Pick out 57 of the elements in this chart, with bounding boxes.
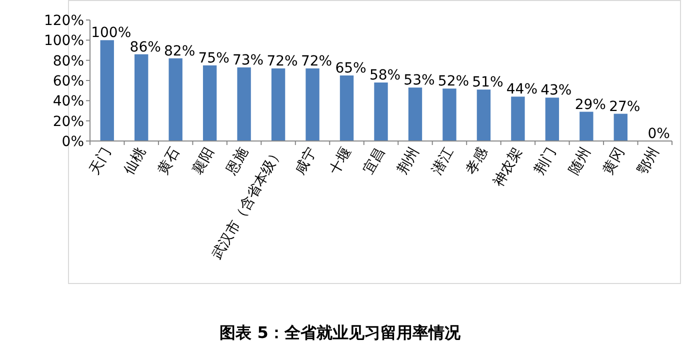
data-label: 58% (369, 68, 401, 84)
x-tick-label: 恩施 (223, 145, 252, 178)
bar (408, 88, 422, 141)
bar (580, 112, 594, 141)
data-label: 43% (540, 82, 572, 99)
data-label: 72% (300, 53, 332, 70)
data-label: 52% (438, 74, 470, 90)
bar (100, 40, 114, 141)
x-tick-label: 黄冈 (600, 145, 628, 178)
x-tick-label: 鄂州 (634, 145, 662, 178)
bar (168, 58, 182, 141)
data-label: 29% (574, 96, 606, 113)
data-label: 86% (130, 39, 161, 56)
bar (271, 68, 286, 141)
bar (545, 98, 560, 141)
bar (134, 54, 148, 141)
data-label: 72% (266, 53, 298, 70)
bar (476, 90, 491, 141)
data-label: 27% (609, 98, 640, 115)
bar (442, 88, 456, 141)
data-label: 51% (472, 74, 504, 91)
y-tick-label: 60% (52, 74, 84, 90)
x-tick-label: 潜江 (429, 145, 457, 178)
bar (306, 68, 320, 141)
data-label: 100% (91, 25, 132, 42)
data-label: 82% (164, 43, 196, 60)
data-label: 65% (335, 60, 366, 76)
y-tick-label: 80% (52, 53, 84, 70)
x-tick-label: 荆州 (394, 145, 423, 178)
data-label: 0% (648, 126, 670, 142)
y-tick-label: 40% (52, 94, 84, 110)
y-tick-label: 120% (44, 13, 84, 29)
bar (340, 75, 354, 141)
x-tick-label: 随州 (566, 145, 594, 178)
x-tick-label: 神农架 (490, 145, 526, 190)
y-tick-label: 0% (62, 134, 84, 150)
data-label: 53% (404, 72, 435, 89)
x-tick-label: 襄阳 (189, 145, 218, 178)
x-tick-label: 荆门 (532, 145, 560, 178)
bar (614, 114, 628, 141)
x-tick-label: 孝感 (463, 145, 492, 178)
y-tick-label: 100% (44, 33, 84, 50)
x-tick-label: 咸宁 (292, 145, 320, 178)
bar (374, 82, 388, 141)
x-tick-label: 十堰 (326, 145, 354, 178)
bar (237, 67, 251, 141)
text: 图表 5：全省就业见习留用率情况 (220, 323, 462, 342)
x-tick-label: 仙桃 (120, 145, 149, 178)
x-tick-label: 天门 (86, 145, 115, 178)
x-tick-label: 宜昌 (360, 145, 388, 178)
data-label: 44% (506, 82, 538, 98)
bar (511, 96, 525, 141)
data-label: 73% (232, 52, 264, 68)
data-label: 75% (198, 50, 230, 66)
bar (202, 65, 217, 141)
x-tick-label: 黄石 (155, 145, 184, 178)
y-tick-label: 20% (52, 114, 84, 130)
